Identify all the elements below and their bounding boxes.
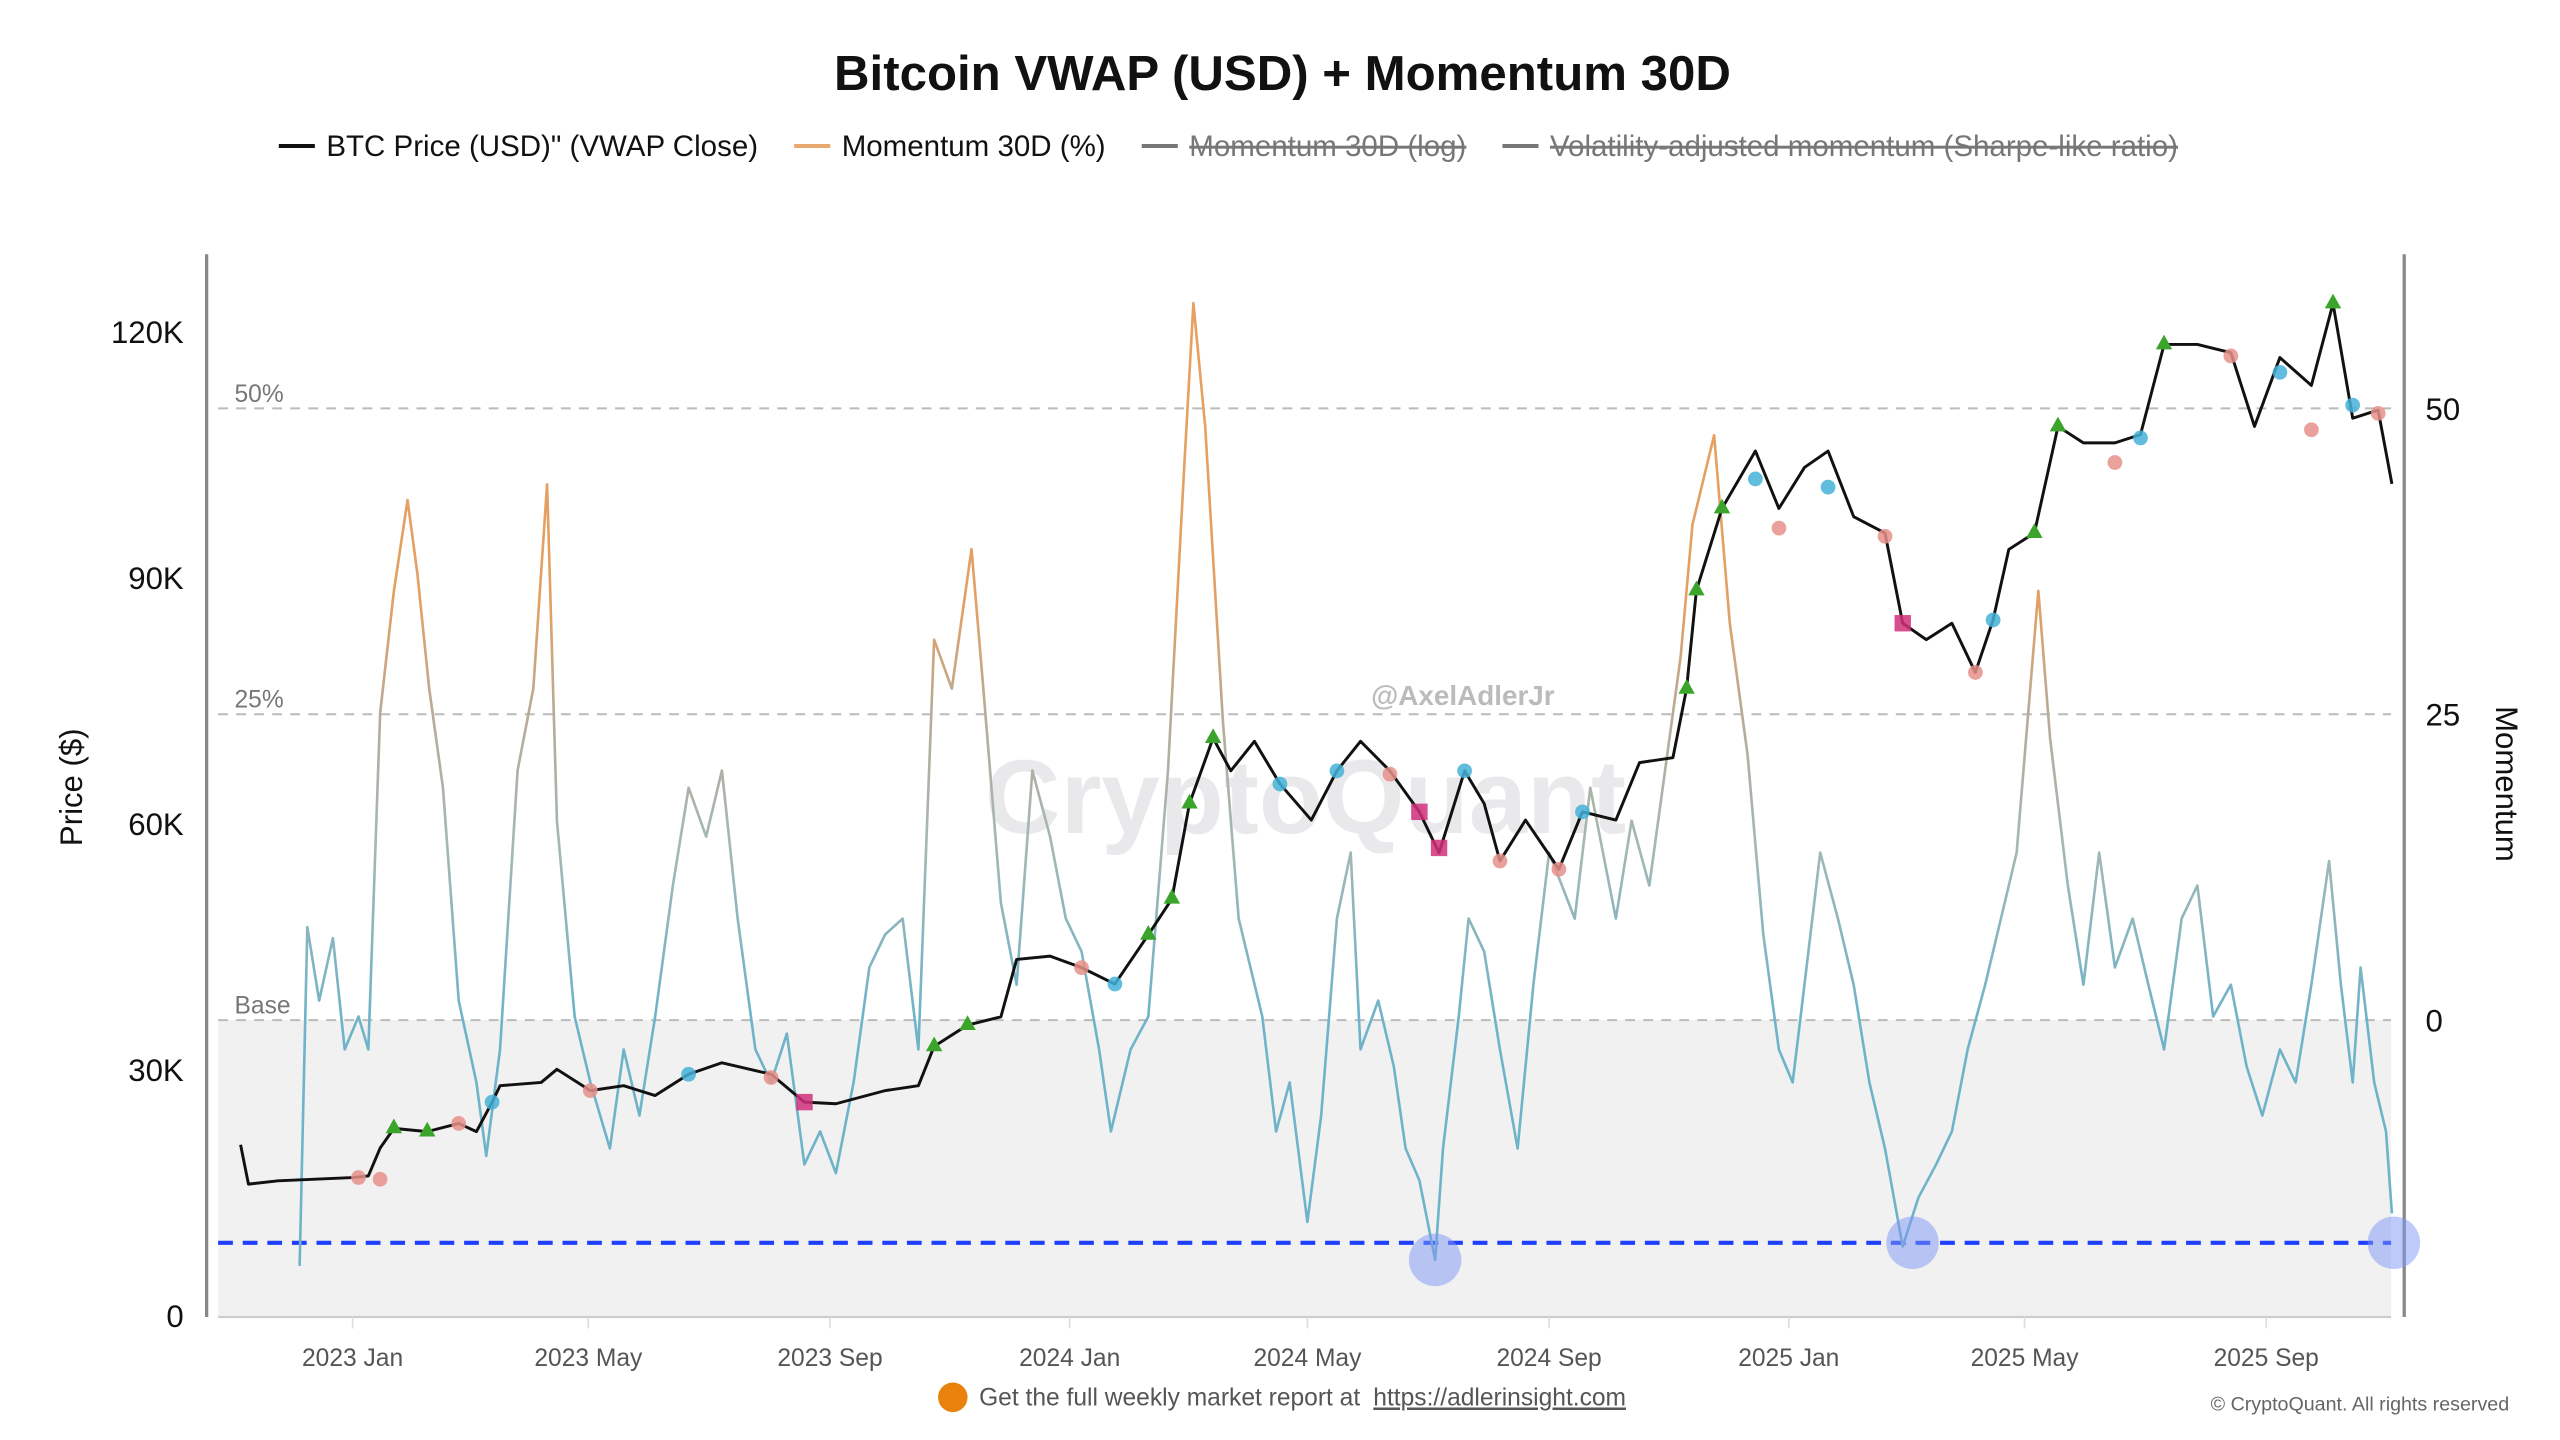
signal-marker-triangle	[1163, 888, 1181, 904]
x-tick-label: 2023 Jan	[302, 1345, 403, 1372]
y-tick-left: 60K	[128, 807, 184, 842]
y-tick-left: 30K	[128, 1053, 184, 1088]
signal-marker-circle	[2345, 397, 2361, 413]
signal-marker-circle	[763, 1070, 779, 1085]
signal-marker-circle	[2107, 455, 2123, 470]
signal-marker-triangle	[1204, 728, 1222, 743]
signal-marker-triangle	[385, 1118, 403, 1134]
y-tick-right: 25	[2426, 698, 2461, 733]
reference-line-label: 25%	[235, 687, 284, 714]
signal-marker-triangle	[2049, 416, 2067, 432]
signal-marker-circle	[2223, 348, 2239, 364]
x-tick-label: 2025 May	[1971, 1345, 2080, 1372]
highlight-circles	[1408, 1216, 2421, 1287]
signal-marker-triangle	[1181, 793, 1198, 809]
x-tick-label: 2024 Jan	[1019, 1345, 1120, 1372]
highlight-circle	[2367, 1216, 2421, 1270]
highlight-circle	[1886, 1216, 1939, 1270]
signal-marker-circle	[1492, 853, 1508, 869]
watermark: @AxelAdlerJr CryptoQuant	[985, 680, 1626, 856]
signal-marker-square	[1411, 803, 1428, 821]
signal-marker-circle	[681, 1066, 696, 1082]
signal-marker-triangle	[925, 1036, 943, 1052]
signal-marker-triangle	[2155, 334, 2173, 350]
signal-marker-circle	[1575, 804, 1590, 820]
footer-link[interactable]: https://adlerinsight.com	[1373, 1385, 1626, 1412]
signal-marker-triangle	[1140, 924, 1157, 940]
report-orange-dot-icon	[938, 1382, 968, 1413]
signal-marker-circle	[484, 1094, 500, 1110]
watermark-brand: CryptoQuant	[985, 739, 1626, 856]
signal-marker-circle	[2133, 430, 2148, 446]
signal-marker-triangle	[1688, 580, 1705, 596]
signal-marker-circle	[2370, 405, 2386, 421]
series-momentum-30d-line	[298, 301, 2394, 1266]
signal-marker-square	[1430, 839, 1448, 857]
signal-marker-circle	[1074, 960, 1089, 976]
signal-marker-circle	[1457, 763, 1472, 779]
x-tick-label: 2025 Sep	[2214, 1345, 2319, 1372]
footer: Get the full weekly market report at htt…	[938, 1382, 2510, 1415]
signal-marker-circle	[2272, 364, 2288, 380]
legend-item[interactable]: Volatility-adjusted momentum (Sharpe-lik…	[1550, 130, 2178, 163]
y-axis-right-label: Momentum	[2489, 706, 2524, 862]
y-tick-right: 0	[2426, 1004, 2443, 1039]
legend-item[interactable]: Momentum 30D (%)	[842, 130, 1106, 163]
signal-marker-circle	[1329, 763, 1345, 779]
signal-marker-triangle	[1678, 679, 1695, 694]
y-axis-left-label: Price ($)	[54, 728, 89, 846]
legend-item[interactable]: Momentum 30D (log)	[1189, 130, 1466, 163]
signal-marker-triangle	[2324, 293, 2342, 309]
signal-marker-circle	[1107, 976, 1123, 992]
y-tick-right: 50	[2426, 392, 2461, 427]
signal-markers	[351, 293, 2386, 1187]
signal-marker-circle	[372, 1171, 388, 1187]
base-zone	[218, 1020, 2392, 1316]
signal-marker-circle	[351, 1170, 366, 1185]
signal-marker-circle	[1877, 528, 1893, 544]
reference-lines: 50% 25% Base	[218, 381, 2392, 1022]
y-tick-left: 0	[166, 1299, 183, 1334]
footer-text: Get the full weekly market report at	[979, 1385, 1360, 1412]
legend: BTC Price (USD)" (VWAP Close) Momentum 30…	[278, 130, 2178, 163]
signal-marker-circle	[1968, 665, 1983, 680]
signal-marker-circle	[1272, 776, 1288, 792]
x-tick-label: 2024 Sep	[1496, 1345, 1601, 1372]
y-tick-left: 90K	[128, 561, 184, 596]
reference-line-label: 50%	[235, 381, 284, 408]
signal-marker-circle	[1551, 861, 1567, 877]
reference-line-label: Base	[235, 993, 291, 1020]
y-tick-left: 120K	[111, 315, 184, 350]
signal-marker-triangle	[2026, 523, 2043, 538]
signal-marker-circle	[1985, 612, 2001, 628]
signal-marker-circle	[582, 1083, 598, 1099]
signal-marker-triangle	[1713, 498, 1731, 514]
signal-marker-square	[796, 1093, 813, 1111]
signal-marker-circle	[1382, 766, 1398, 782]
signal-marker-triangle	[419, 1121, 436, 1137]
x-tick-label: 2023 May	[534, 1345, 643, 1372]
signal-marker-circle	[1748, 471, 1763, 487]
signal-marker-circle	[1771, 520, 1787, 536]
signal-marker-square	[1894, 615, 1911, 632]
copyright: © CryptoQuant. All rights reserved	[2211, 1393, 2510, 1415]
signal-marker-circle	[2304, 422, 2319, 438]
x-tick-label: 2024 May	[1253, 1345, 1362, 1372]
x-tick-label: 2025 Jan	[1738, 1345, 1839, 1372]
highlight-circle	[1408, 1233, 1462, 1287]
legend-item[interactable]: BTC Price (USD)" (VWAP Close)	[326, 130, 758, 163]
chart-title: Bitcoin VWAP (USD) + Momentum 30D	[834, 46, 1731, 101]
axis-ticks: 0 30K 60K 90K 120K 0 25 50 2023 Jan 2023 May 2023 …	[111, 315, 2460, 1372]
signal-marker-circle	[1820, 479, 1836, 495]
signal-marker-triangle	[959, 1015, 976, 1030]
watermark-author: @AxelAdlerJr	[1371, 680, 1555, 711]
x-tick-label: 2023 Sep	[777, 1345, 882, 1372]
signal-marker-circle	[451, 1116, 467, 1131]
